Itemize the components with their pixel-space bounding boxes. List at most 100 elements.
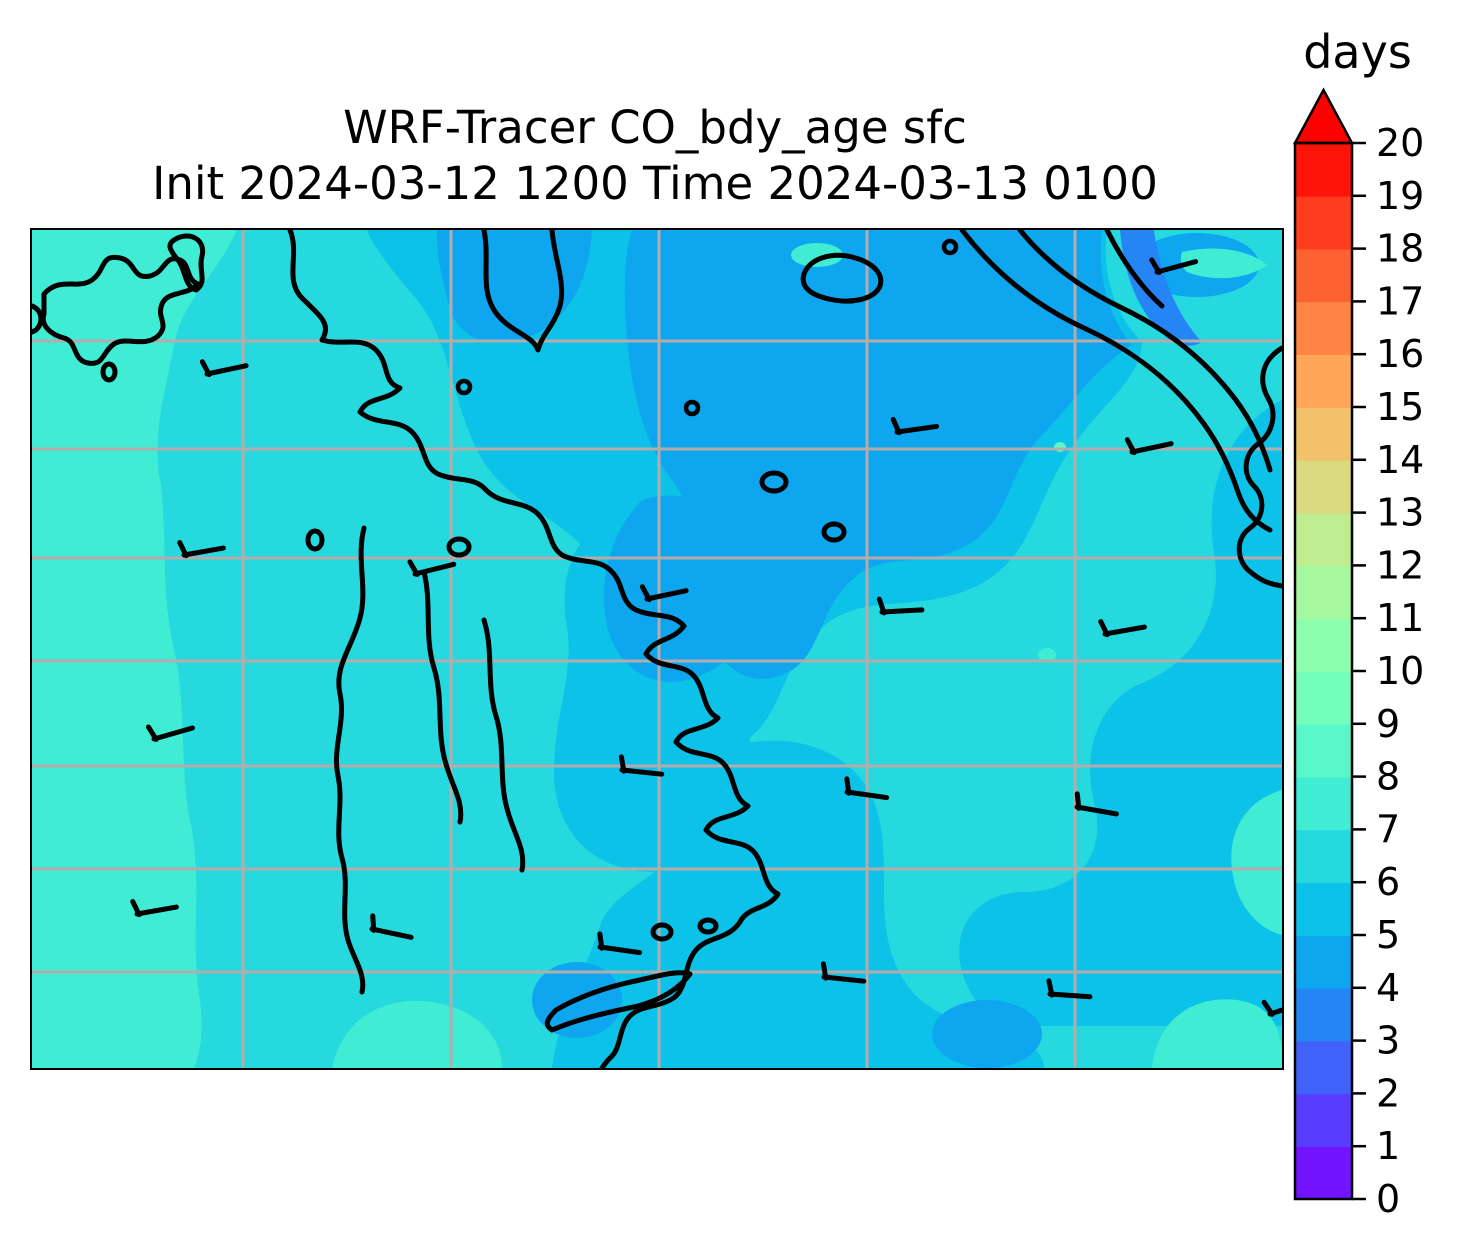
map-plot-area: [30, 228, 1284, 1070]
colorbar-segment: [1295, 618, 1352, 672]
coastline-island-northwest: [167, 233, 206, 293]
colorbar-extend-arrow: [1292, 87, 1355, 145]
coastline-fjord-strand: [421, 569, 464, 825]
wind-barb: [1149, 257, 1199, 275]
calm-wind-circle: [941, 238, 959, 256]
colorbar-segment: [1295, 354, 1352, 408]
band-5-6-region: [554, 529, 754, 872]
coastline-islet: [697, 917, 719, 935]
band-4-5-region: [603, 495, 753, 682]
colorbar-segment: [1295, 723, 1352, 778]
coastline-fjord-strand: [481, 617, 526, 873]
wind-barb: [639, 584, 689, 603]
wind-barb: [890, 416, 940, 436]
colorbar-tick-label: 6: [1376, 860, 1400, 904]
wind-barb: [199, 359, 249, 378]
coastline-oval-island: [800, 252, 884, 304]
calm-wind-circle: [455, 378, 473, 396]
wind-barb: [130, 899, 179, 918]
wind-barb: [177, 540, 226, 559]
colorbar-tick-label: 10: [1376, 649, 1424, 693]
colorbar-segment: [1295, 776, 1352, 831]
colorbar-tick-label: 16: [1376, 332, 1424, 376]
colorbar-segment: [1295, 143, 1352, 197]
coastline-west-edge-stub: [32, 303, 44, 335]
wind-barb: [597, 931, 643, 956]
wind-barb: [820, 961, 867, 984]
coastline-northeast-channel: [959, 230, 1273, 533]
colorbar-segment: [1295, 882, 1352, 936]
wind-barb: [369, 913, 414, 940]
coastline-fjord-inlet: [481, 230, 565, 353]
colorbar-tick-label: 12: [1376, 543, 1424, 587]
colorbar-tick-label: 7: [1376, 807, 1400, 851]
band-7-8-region: [32, 230, 237, 1068]
colorbar-segment: [1295, 459, 1352, 514]
band-4-5-region: [436, 230, 592, 343]
coastline-east-edge: [1236, 345, 1282, 589]
contour-fill-layer: [32, 230, 1282, 1068]
coastline-spit: [544, 970, 693, 1033]
colorbar-segment: [1295, 671, 1352, 725]
band-3-4-region: [1120, 230, 1202, 346]
colorbar-segment: [1295, 565, 1352, 619]
colorbar-tick-label: 3: [1376, 1019, 1400, 1063]
band-7-8-region: [1180, 248, 1267, 279]
coastline-islet: [446, 536, 472, 558]
band-7-8-region: [791, 243, 843, 267]
wind-barb: [145, 724, 195, 742]
colorbar-tick-label: 1: [1376, 1124, 1400, 1168]
graticule-grid-lines: [32, 230, 1282, 1068]
colorbar-segment: [1295, 829, 1352, 883]
wind-barb: [1098, 619, 1147, 638]
wind-barb: [618, 754, 665, 777]
colorbar-tick-label: 8: [1376, 755, 1400, 799]
band-7-8-region: [332, 1000, 502, 1068]
colorbar-tick-label: 2: [1376, 1071, 1400, 1115]
colorbar-tick-label: 20: [1376, 121, 1424, 165]
colorbar-tick-label: 19: [1376, 174, 1424, 218]
colorbar-tick-label: 15: [1376, 385, 1424, 429]
colorbar-segment: [1295, 1040, 1352, 1095]
coastline-islet: [650, 922, 674, 942]
colorbar-tick-label: 0: [1376, 1177, 1400, 1221]
colorbar-segment: [1295, 195, 1352, 250]
colorbar-tick-label: 17: [1376, 279, 1424, 323]
wind-barb: [844, 776, 890, 801]
coastline-northeast-channel: [1104, 230, 1165, 309]
calm-wind-circle: [683, 399, 701, 417]
wind-barb-layer: [130, 238, 1282, 1017]
coastline-northeast-channel: [1017, 230, 1273, 473]
band-4-5-region: [932, 1000, 1042, 1068]
wind-barb: [1261, 999, 1282, 1017]
map-canvas: [32, 230, 1282, 1068]
colorbar-segment: [1295, 407, 1352, 461]
colorbar-tick-label: 14: [1376, 438, 1424, 482]
colorbar-segment: [1295, 987, 1352, 1042]
wind-barb: [876, 596, 925, 616]
band-7-8-region: [1231, 790, 1282, 935]
coastline-layer: [32, 230, 1282, 1068]
coastline-mainland: [287, 230, 781, 1068]
band-7-8-region: [1038, 648, 1056, 662]
band-7-8-region: [1152, 999, 1282, 1068]
colorbar-segment: [1295, 1146, 1352, 1200]
coastline-west-channel-arm: [333, 525, 367, 995]
colorbar-tick-label: 4: [1376, 966, 1400, 1010]
colorbar-segment: [1295, 512, 1352, 567]
coastline-islet: [821, 521, 847, 543]
coastline-island-northwest: [40, 254, 201, 366]
wind-barb: [1046, 978, 1093, 1000]
coastline-islet: [759, 470, 789, 494]
colorbar-segment: [1295, 301, 1352, 355]
wind-barb: [407, 559, 457, 577]
colorbar-tick-label: 13: [1376, 491, 1424, 535]
colorbar-tick-label: 11: [1376, 596, 1424, 640]
coastline-islet: [305, 528, 325, 552]
colorbar-segment: [1295, 935, 1352, 989]
colorbar-segment: [1295, 248, 1352, 303]
plot-title: WRF-Tracer CO_bdy_age sfc: [343, 101, 967, 154]
plot-subtitle-init-valid-time: Init 2024-03-12 1200 Time 2024-03-13 010…: [152, 157, 1158, 210]
colorbar-segment: [1295, 1093, 1352, 1147]
